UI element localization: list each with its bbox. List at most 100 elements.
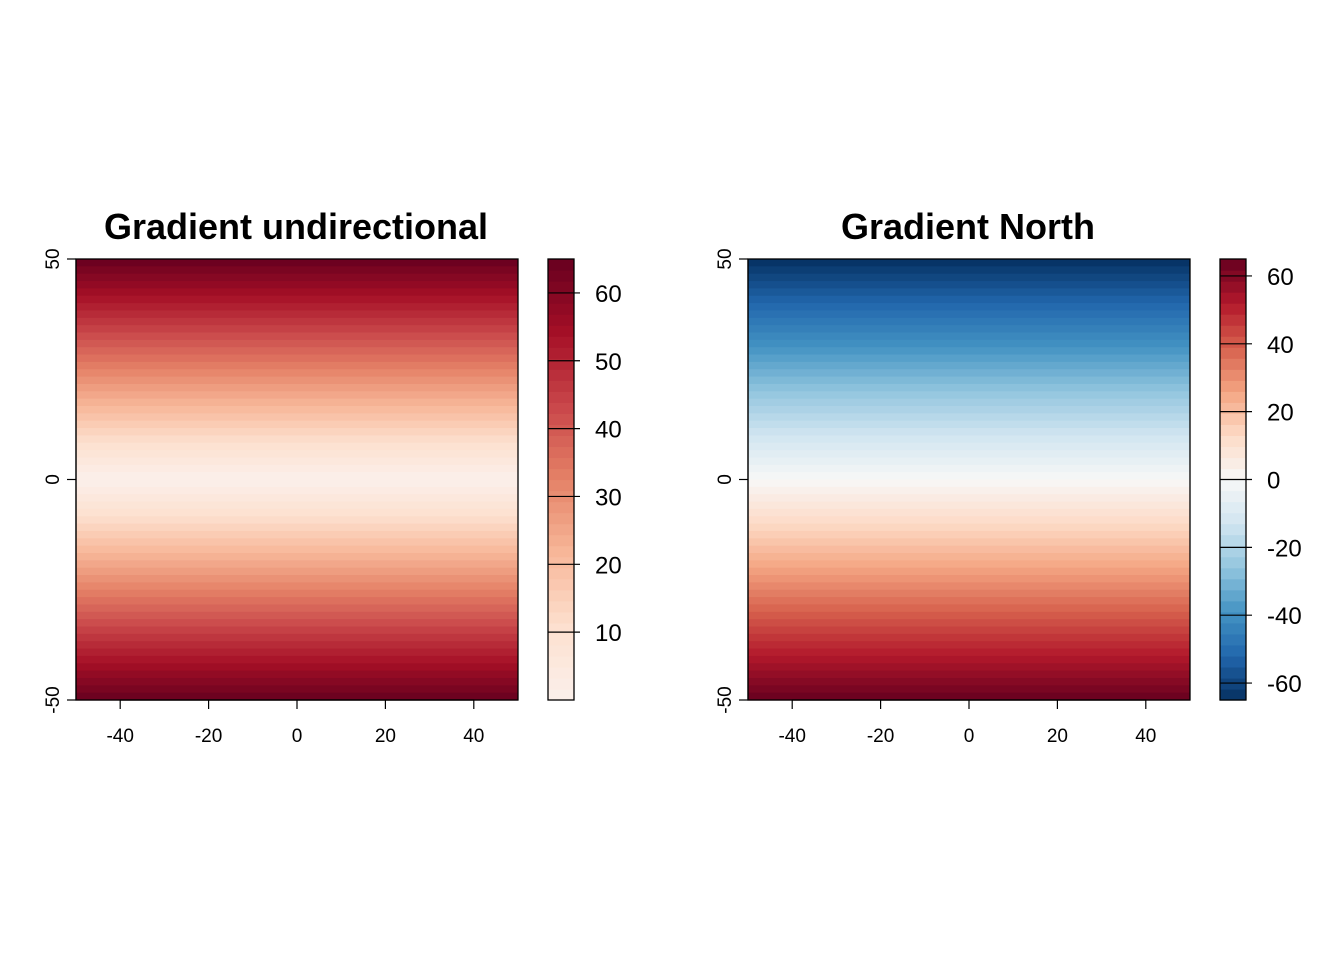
- heatmap-band: [76, 530, 518, 539]
- heatmap-band: [76, 692, 518, 701]
- heatmap-band: [76, 361, 518, 370]
- heatmap-band: [76, 567, 518, 576]
- heatmap-band: [748, 398, 1190, 407]
- heatmap-band: [76, 589, 518, 598]
- y-tick-label: 50: [43, 248, 64, 269]
- heatmap-band: [76, 523, 518, 532]
- x-tick-label: -20: [195, 726, 222, 747]
- heatmap-band: [748, 597, 1190, 606]
- x-tick-label: 40: [1135, 726, 1156, 747]
- colorbar-swatch: [548, 600, 574, 613]
- heatmap-band: [748, 472, 1190, 481]
- colorbar-swatch: [1220, 380, 1246, 392]
- x-tick-label: 0: [292, 726, 303, 747]
- heatmap-band: [748, 325, 1190, 334]
- colorbar-swatch: [548, 281, 574, 293]
- heatmap-band: [748, 582, 1190, 591]
- heatmap-band: [748, 479, 1190, 488]
- colorbar-swatch: [548, 336, 574, 348]
- colorbar-swatch: [548, 523, 574, 536]
- heatmap-band: [748, 619, 1190, 628]
- heatmap-band: [76, 354, 518, 363]
- colorbar-swatch: [548, 633, 574, 646]
- colorbar-swatch: [1220, 534, 1246, 547]
- colorbar-swatch: [548, 457, 574, 470]
- heatmap-band: [748, 413, 1190, 422]
- colorbar-swatch: [1220, 688, 1246, 701]
- heatmap-band: [76, 273, 518, 282]
- colorbar-swatch: [1220, 666, 1246, 679]
- colorbar: 10 20 30 40 50 60: [547, 258, 622, 701]
- heatmap-band: [748, 259, 1190, 267]
- heatmap-band: [76, 310, 518, 319]
- heatmap-band: [76, 472, 518, 481]
- heatmap-band: [76, 611, 518, 620]
- heatmap-band: [76, 383, 518, 392]
- heatmap-band: [748, 391, 1190, 400]
- colorbar-swatch: [548, 424, 574, 436]
- heatmap-band: [748, 435, 1190, 444]
- colorbar-tick-label: 0: [1267, 468, 1280, 495]
- heatmap-band: [748, 303, 1190, 312]
- heatmap-band: [76, 266, 518, 275]
- colorbar-swatch: [548, 688, 574, 701]
- heatmap-band: [76, 406, 518, 414]
- colorbar-swatch: [548, 666, 574, 679]
- colorbar-frame: [547, 258, 575, 701]
- heatmap-band: [748, 295, 1190, 304]
- heatmap-band: [76, 288, 518, 297]
- colorbar-swatch: [1220, 457, 1246, 470]
- heatmap-band: [748, 332, 1190, 341]
- colorbar-swatch: [548, 556, 574, 569]
- x-tick-label: -20: [867, 726, 894, 747]
- heatmap-band: [76, 295, 518, 304]
- colorbar-swatch: [548, 512, 574, 525]
- x-tick-label: -40: [106, 726, 133, 747]
- colorbar-tick-label: 60: [1267, 264, 1294, 291]
- x-tick-label: 20: [1047, 726, 1068, 747]
- y-tick-label: 0: [43, 474, 64, 485]
- colorbar-swatch: [548, 644, 574, 657]
- colorbar-swatch: [1220, 479, 1246, 492]
- colorbar-swatch: [1220, 325, 1246, 337]
- y-axis: -50 0 50: [43, 248, 77, 714]
- heatmap-band: [76, 553, 518, 561]
- colorbar-swatch: [548, 589, 574, 602]
- heatmap-band: [748, 553, 1190, 561]
- heatmap-band: [76, 677, 518, 686]
- heatmap-band: [76, 339, 518, 348]
- heatmap-raster: [76, 259, 518, 701]
- heatmap-band: [748, 354, 1190, 363]
- heatmap-band: [76, 347, 518, 356]
- heatmap-band: [748, 317, 1190, 326]
- heatmap-band: [748, 347, 1190, 356]
- heatmap-band: [748, 428, 1190, 436]
- heatmap-band: [748, 361, 1190, 370]
- heatmap-band: [748, 655, 1190, 664]
- heatmap-band: [76, 391, 518, 400]
- colorbar-swatch: [548, 622, 574, 635]
- heatmap-band: [748, 641, 1190, 650]
- heatmap-band: [748, 406, 1190, 414]
- heatmap-band: [76, 317, 518, 326]
- heatmap-band: [76, 597, 518, 606]
- heatmap-band: [76, 516, 518, 525]
- heatmap-band: [76, 663, 518, 672]
- colorbar-tick-label: 40: [595, 417, 622, 444]
- colorbar-swatch: [548, 303, 574, 315]
- heatmap-band: [76, 420, 518, 429]
- heatmap-band: [76, 457, 518, 466]
- heatmap-band: [748, 273, 1190, 282]
- colorbar-swatch: [1220, 402, 1246, 414]
- colorbar-swatch: [548, 534, 574, 547]
- heatmap-band: [76, 619, 518, 628]
- x-tick-label: -40: [778, 726, 805, 747]
- heatmap-band: [76, 641, 518, 650]
- heatmap-band: [76, 332, 518, 341]
- heatmap-band: [748, 626, 1190, 635]
- heatmap-band: [76, 398, 518, 407]
- colorbar-swatch: [1220, 556, 1246, 569]
- heatmap-band: [748, 604, 1190, 613]
- heatmap-band: [748, 450, 1190, 459]
- heatmap-band: [748, 692, 1190, 701]
